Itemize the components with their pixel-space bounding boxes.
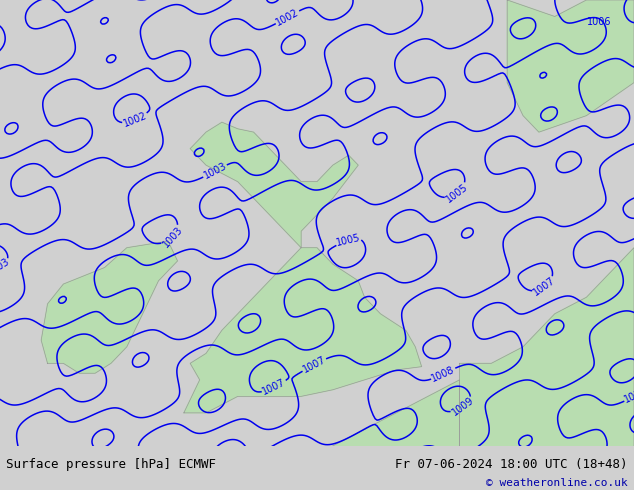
Text: 1005: 1005 (335, 232, 361, 247)
Text: 1008: 1008 (430, 364, 456, 384)
Polygon shape (184, 248, 422, 413)
Text: Surface pressure [hPa] ECMWF: Surface pressure [hPa] ECMWF (6, 458, 216, 471)
Text: 1002: 1002 (275, 7, 301, 27)
Polygon shape (206, 380, 460, 479)
Text: 1007: 1007 (532, 275, 557, 298)
Text: 1011: 1011 (574, 472, 600, 490)
Text: 1005: 1005 (444, 182, 470, 204)
Text: 1008: 1008 (223, 455, 249, 476)
Polygon shape (460, 248, 634, 479)
Text: 1006: 1006 (46, 461, 72, 484)
Text: 1007: 1007 (261, 377, 287, 397)
Polygon shape (41, 241, 178, 373)
Text: 1006: 1006 (587, 17, 612, 26)
Text: 1003: 1003 (0, 257, 11, 278)
Text: 1010: 1010 (623, 386, 634, 405)
Text: 1002: 1002 (122, 110, 148, 128)
Text: 1003: 1003 (161, 224, 184, 249)
Text: © weatheronline.co.uk: © weatheronline.co.uk (486, 478, 628, 488)
Text: 1009: 1009 (450, 395, 476, 418)
Polygon shape (190, 122, 358, 248)
Text: 1003: 1003 (202, 161, 228, 181)
Polygon shape (507, 0, 634, 132)
Text: Fr 07-06-2024 18:00 UTC (18+48): Fr 07-06-2024 18:00 UTC (18+48) (395, 458, 628, 471)
Text: 1007: 1007 (301, 355, 327, 375)
